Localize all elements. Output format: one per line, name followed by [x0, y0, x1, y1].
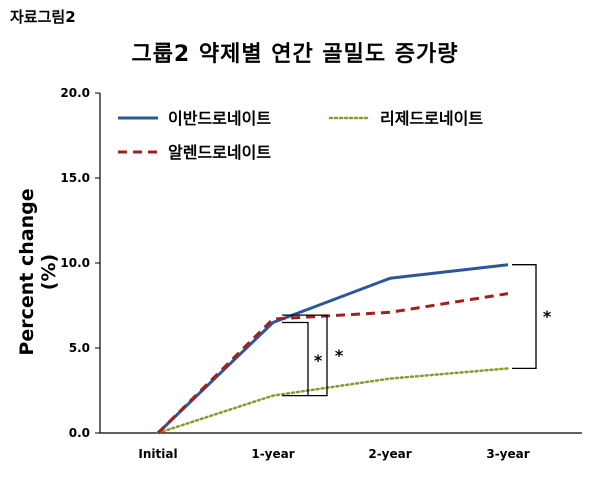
y-tick-label: 20.0: [60, 86, 90, 100]
legend-label-2: 리제드로네이트: [380, 109, 483, 128]
y-tick-label: 10.0: [60, 256, 90, 270]
legend-label-1: 이반드로네이트: [168, 109, 271, 128]
significance-bracket-2: [282, 314, 328, 397]
y-tick-label: 5.0: [69, 341, 90, 355]
significance-star: *: [543, 307, 552, 326]
significance-star: *: [314, 351, 323, 370]
x-tick-label: Initial: [138, 447, 177, 461]
y-tick-label: 15.0: [60, 171, 90, 185]
x-tick-label: 1-year: [251, 447, 294, 461]
y-tick-label: 0.0: [69, 426, 90, 440]
significance-bracket-1: [282, 321, 309, 397]
significance-bracket-3: [512, 264, 537, 370]
series-line-2: [156, 367, 510, 435]
series-line-1: [156, 263, 509, 435]
chart-title: 그룹2 약제별 연간 골밀도 증가량: [131, 42, 459, 67]
legend-label-3: 알렌드로네이트: [168, 143, 271, 162]
figure-label: 자료그림2: [10, 8, 76, 26]
x-tick-label: 2-year: [368, 447, 411, 461]
series-line-3: [156, 292, 509, 435]
significance-star: *: [335, 346, 344, 365]
x-tick-label: 3-year: [486, 447, 529, 461]
